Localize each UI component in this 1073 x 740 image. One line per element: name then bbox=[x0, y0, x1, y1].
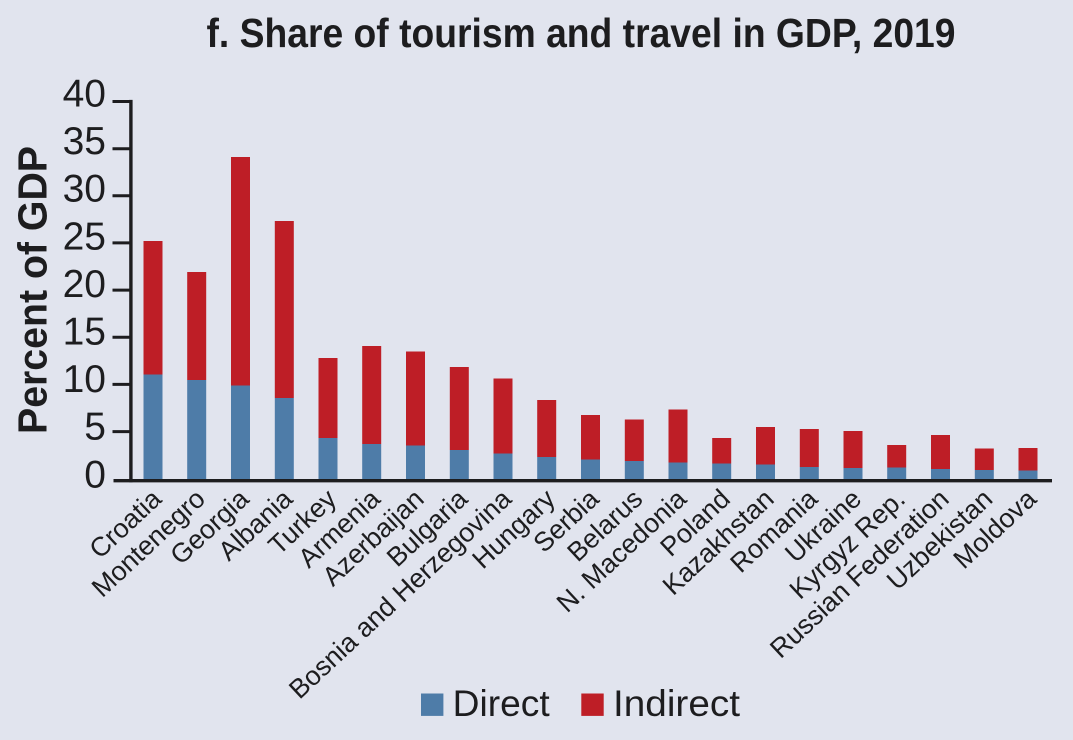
svg-text:10: 10 bbox=[63, 358, 106, 401]
svg-text:20: 20 bbox=[63, 263, 106, 306]
svg-text:40: 40 bbox=[63, 73, 106, 116]
svg-text:15: 15 bbox=[63, 311, 106, 354]
svg-text:Indirect: Indirect bbox=[613, 683, 741, 724]
svg-text:Direct: Direct bbox=[453, 683, 551, 724]
svg-text:f. Share of tourism and travel: f. Share of tourism and travel in GDP, 2… bbox=[207, 10, 956, 56]
svg-text:35: 35 bbox=[63, 120, 106, 163]
svg-text:Percent of GDP: Percent of GDP bbox=[10, 146, 56, 434]
svg-text:0: 0 bbox=[84, 453, 106, 496]
svg-text:30: 30 bbox=[63, 168, 106, 211]
svg-text:25: 25 bbox=[63, 215, 106, 258]
svg-text:5: 5 bbox=[84, 406, 106, 449]
